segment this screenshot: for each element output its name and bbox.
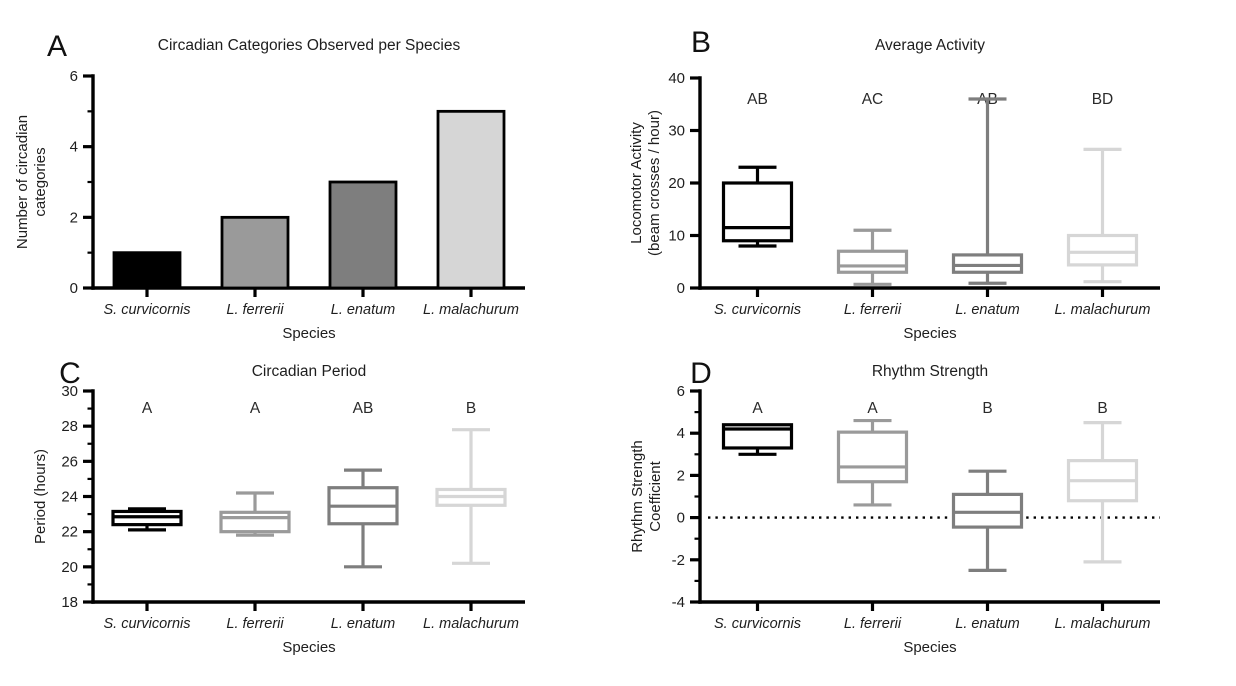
y-tick-label: 18 (61, 594, 78, 611)
y-tick-label: 30 (668, 123, 685, 140)
y-tick-label: 4 (677, 425, 685, 442)
y-tick-label: -2 (672, 552, 685, 569)
y-tick-label: 26 (61, 453, 78, 470)
group-letter: B (1097, 400, 1107, 417)
species-tick-label: L. ferrerii (226, 302, 284, 318)
y-axis-label: Rhythm StrengthCoefficient (629, 440, 664, 553)
panel-title: Average Activity (875, 37, 985, 54)
y-tick-label: 20 (61, 559, 78, 576)
y-tick-label: 6 (70, 68, 78, 85)
box-l--ferrerii (836, 430, 909, 484)
panel-d-rhythm-strength: D Rhythm Strength -4 -2 0 2 4 6 Rhythm StrengthC… (618, 343, 1236, 686)
species-tick-label: L. enatum (955, 616, 1020, 632)
group-letter: A (867, 400, 878, 417)
y-tick-label: 10 (668, 228, 685, 245)
bar-l--ferrerii (220, 215, 290, 290)
y-tick-label: 0 (677, 280, 685, 297)
y-tick-label: 6 (677, 383, 685, 400)
group-letter: A (142, 400, 153, 417)
panel-c-box-plot: C Circadian Period 18 20 22 24 26 28 30 Period (h… (32, 357, 525, 656)
species-tick-label: L. malachurum (423, 302, 519, 318)
box-s--curvicornis (721, 181, 794, 243)
bar-s--curvicornis (112, 251, 182, 290)
species-tick-label: S. curvicornis (103, 616, 190, 632)
group-letter: B (982, 400, 992, 417)
group-letter: BD (1092, 91, 1114, 108)
species-tick-label: S. curvicornis (714, 302, 801, 318)
species-tick-label: L. ferrerii (226, 616, 284, 632)
species-tick-label: S. curvicornis (103, 302, 190, 318)
group-letter: A (250, 400, 261, 417)
panel-letter: B (691, 26, 711, 59)
y-tick-label: 4 (70, 139, 78, 156)
species-tick-label: L. malachurum (423, 616, 519, 632)
species-tick-label: L. enatum (331, 302, 396, 318)
group-letter: AB (353, 400, 374, 417)
group-letter: AB (747, 91, 768, 108)
panel-a-bar-chart: A Circadian Categories Observed per Speci… (14, 30, 525, 342)
y-axis-label: Locomotor Activity(beam crosses / hour) (628, 110, 663, 256)
box-l--enatum (951, 253, 1024, 274)
group-letter: AC (862, 91, 884, 108)
species-tick-label: L. ferrerii (844, 302, 902, 318)
x-axis-label: Species (903, 325, 956, 342)
y-tick-label: 22 (61, 524, 78, 541)
species-tick-label: L. enatum (331, 616, 396, 632)
box-l--ferrerii (219, 510, 291, 534)
y-tick-label: 2 (677, 467, 685, 484)
panel-b-box-plot: B Average Activity 0 10 20 30 40 Locomotor Acti… (628, 26, 1160, 342)
group-letter: B (466, 400, 476, 417)
bar-l--enatum (328, 180, 398, 290)
x-axis-label: Species (903, 639, 956, 656)
panel-letter: C (59, 357, 81, 390)
y-tick-label: 20 (668, 175, 685, 192)
species-tick-label: L. ferrerii (844, 616, 902, 632)
box-l--malachurum (1066, 233, 1139, 267)
panel-d-box-plot: D Rhythm Strength -4 -2 0 2 4 6 Rhythm StrengthC… (629, 357, 1160, 656)
panel-letter: A (47, 30, 67, 63)
y-axis-label: Number of circadiancategories (14, 115, 49, 249)
y-tick-label: 2 (70, 209, 78, 226)
species-tick-label: S. curvicornis (714, 616, 801, 632)
y-tick-label: 24 (61, 489, 78, 506)
y-tick-label: 30 (61, 383, 78, 400)
panel-letter: D (690, 357, 712, 390)
panel-c-circadian-period: C Circadian Period 18 20 22 24 26 28 30 Period (h… (0, 343, 618, 686)
y-tick-label: 0 (70, 280, 78, 297)
species-tick-label: L. malachurum (1055, 302, 1151, 318)
panel-title: Circadian Categories Observed per Specie… (158, 37, 461, 54)
species-tick-label: L. malachurum (1055, 616, 1151, 632)
panel-b-average-activity: B Average Activity 0 10 20 30 40 Locomotor Acti… (618, 0, 1236, 343)
panel-title: Rhythm Strength (872, 363, 988, 380)
x-axis-label: Species (282, 639, 335, 656)
x-axis-label: Species (282, 325, 335, 342)
panel-a-circadian-categories: A Circadian Categories Observed per Speci… (0, 0, 618, 343)
species-tick-label: L. enatum (955, 302, 1020, 318)
y-tick-label: 40 (668, 70, 685, 87)
group-letter: A (752, 400, 763, 417)
bar-l--malachurum (436, 109, 506, 290)
box-l--ferrerii (836, 249, 909, 274)
panel-title: Circadian Period (252, 363, 367, 380)
y-tick-label: -4 (672, 594, 685, 611)
y-axis-label: Period (hours) (32, 449, 49, 544)
y-tick-label: 28 (61, 418, 78, 435)
y-tick-label: 0 (677, 510, 685, 527)
